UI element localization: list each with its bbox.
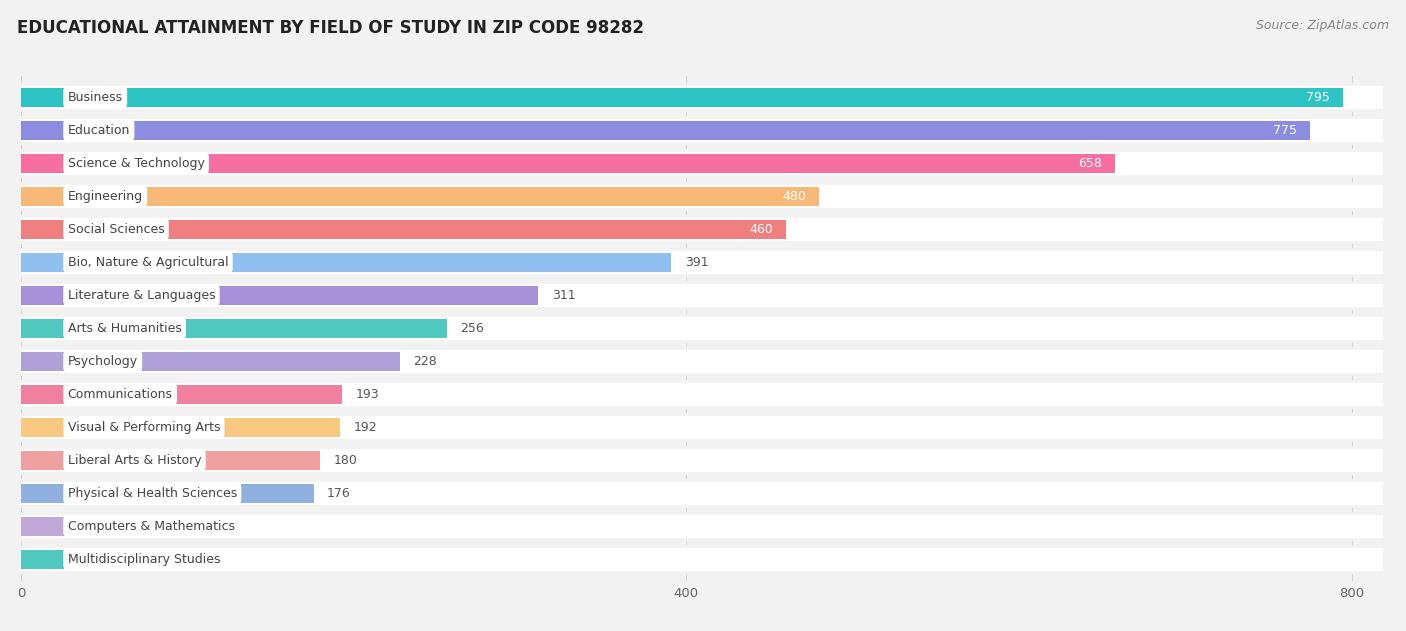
Text: Computers & Mathematics: Computers & Mathematics — [67, 519, 235, 533]
Bar — [21, 517, 163, 536]
Text: Arts & Humanities: Arts & Humanities — [67, 322, 181, 334]
Text: Social Sciences: Social Sciences — [67, 223, 165, 235]
Text: Source: ZipAtlas.com: Source: ZipAtlas.com — [1256, 19, 1389, 32]
Bar — [21, 249, 1384, 275]
Bar — [21, 513, 1384, 539]
Bar — [21, 351, 401, 370]
Bar — [21, 447, 1384, 473]
Bar — [21, 150, 1384, 176]
Text: 311: 311 — [551, 288, 575, 302]
Text: Engineering: Engineering — [67, 190, 143, 203]
Text: Bio, Nature & Agricultural: Bio, Nature & Agricultural — [67, 256, 228, 269]
Bar — [21, 316, 1384, 341]
Text: 176: 176 — [328, 487, 352, 500]
Text: 192: 192 — [354, 421, 377, 433]
Text: 180: 180 — [333, 454, 357, 466]
Text: 775: 775 — [1272, 124, 1296, 137]
Text: Science & Technology: Science & Technology — [67, 156, 204, 170]
Bar — [21, 319, 447, 338]
Text: Liberal Arts & History: Liberal Arts & History — [67, 454, 201, 466]
Bar — [21, 483, 314, 503]
Text: Multidisciplinary Studies: Multidisciplinary Studies — [67, 553, 221, 565]
Bar — [21, 286, 538, 305]
Bar — [21, 550, 131, 569]
Text: Physical & Health Sciences: Physical & Health Sciences — [67, 487, 236, 500]
Text: 256: 256 — [460, 322, 484, 334]
Text: Psychology: Psychology — [67, 355, 138, 368]
Bar — [21, 381, 1384, 407]
Bar — [21, 117, 1384, 143]
Text: 66: 66 — [145, 553, 160, 565]
Text: EDUCATIONAL ATTAINMENT BY FIELD OF STUDY IN ZIP CODE 98282: EDUCATIONAL ATTAINMENT BY FIELD OF STUDY… — [17, 19, 644, 37]
Bar — [21, 220, 786, 239]
Text: Visual & Performing Arts: Visual & Performing Arts — [67, 421, 221, 433]
Bar — [21, 451, 321, 469]
Text: 85: 85 — [176, 519, 191, 533]
Text: Communications: Communications — [67, 387, 173, 401]
Bar — [21, 348, 1384, 374]
Bar — [21, 216, 1384, 242]
Bar — [21, 480, 1384, 506]
Text: 480: 480 — [782, 190, 806, 203]
Bar — [21, 252, 672, 272]
Text: 795: 795 — [1306, 91, 1330, 103]
Text: Business: Business — [67, 91, 122, 103]
Bar — [21, 384, 342, 404]
Bar — [21, 414, 1384, 440]
Bar — [21, 546, 1384, 572]
Text: 228: 228 — [413, 355, 437, 368]
Text: 391: 391 — [685, 256, 709, 269]
Bar — [21, 282, 1384, 308]
Text: 658: 658 — [1078, 156, 1102, 170]
Bar — [21, 187, 820, 206]
Text: Literature & Languages: Literature & Languages — [67, 288, 215, 302]
Bar — [21, 88, 1343, 107]
Bar — [21, 121, 1310, 139]
Bar — [21, 418, 340, 437]
Text: Education: Education — [67, 124, 129, 137]
Bar — [21, 153, 1115, 173]
Text: 193: 193 — [356, 387, 380, 401]
Bar — [21, 183, 1384, 209]
Bar — [21, 85, 1384, 110]
Text: 460: 460 — [749, 223, 773, 235]
